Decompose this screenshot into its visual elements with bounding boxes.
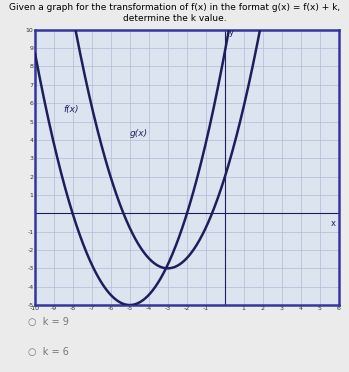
Text: ○  k = 9: ○ k = 9 xyxy=(28,317,69,327)
Text: x: x xyxy=(331,219,335,228)
Text: ○  k = 6: ○ k = 6 xyxy=(28,347,69,357)
Text: y: y xyxy=(229,28,234,37)
Text: f(x): f(x) xyxy=(64,105,79,114)
Text: g(x): g(x) xyxy=(130,129,148,138)
Text: Given a graph for the transformation of f(x) in the format g(x) = f(x) + k, dete: Given a graph for the transformation of … xyxy=(9,3,340,23)
